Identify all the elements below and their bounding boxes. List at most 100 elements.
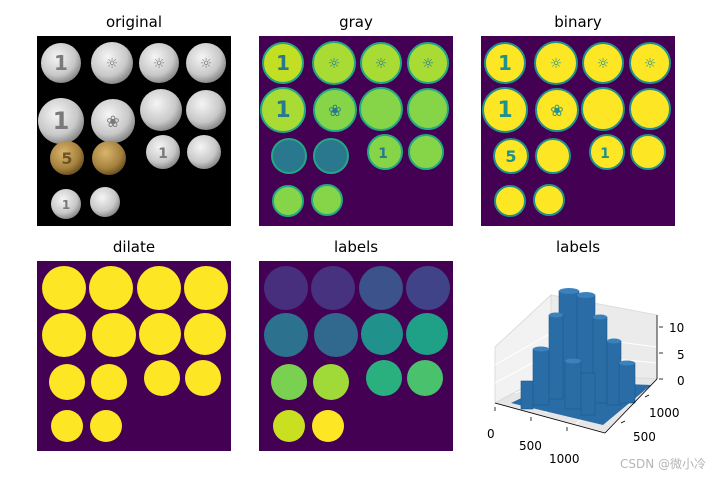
coin [271, 138, 307, 174]
label-blob [273, 410, 305, 442]
svg-text:1: 1 [497, 98, 512, 123]
label-blob [313, 364, 349, 400]
coin [90, 187, 120, 217]
z-tick: 0 [677, 374, 685, 388]
svg-text:☼: ☼ [106, 56, 119, 72]
coin [272, 185, 304, 217]
surface-column [548, 314, 564, 400]
coin [629, 88, 671, 130]
coin [407, 88, 449, 130]
coin [630, 134, 666, 170]
svg-text:☼: ☼ [153, 56, 166, 72]
surface-column [580, 372, 596, 416]
blob [184, 266, 228, 310]
title-labels-3d: labels [555, 238, 601, 256]
z-tick: 10 [669, 321, 685, 335]
coin [367, 134, 403, 170]
label-blob [314, 313, 358, 357]
blob [137, 266, 181, 310]
label-blob [366, 360, 402, 396]
blob [184, 313, 226, 355]
coin [311, 184, 343, 216]
coin [494, 185, 526, 217]
label-blob [271, 364, 307, 400]
coin [313, 138, 349, 174]
blob [144, 360, 180, 396]
svg-text:☼: ☼ [422, 56, 435, 72]
z-tick: 5 [677, 348, 685, 362]
x-tick: 500 [519, 439, 542, 453]
x-tick: 1000 [549, 452, 580, 466]
svg-text:1: 1 [62, 198, 70, 212]
coin [186, 43, 226, 83]
panel-binary: 1 1 5 1 ☼ ☼ ☼ ❀ [481, 36, 675, 226]
svg-text:1: 1 [53, 107, 70, 135]
coin [407, 42, 449, 84]
label-blob [407, 360, 443, 396]
coin [360, 42, 402, 84]
svg-text:☼: ☼ [375, 56, 388, 72]
panel-original: 1 1 5 1 1 ☼ ☼ ☼ ❀ [37, 36, 231, 226]
surface-column [532, 348, 550, 406]
coin [262, 42, 304, 84]
coin [146, 135, 180, 169]
watermark: CSDN @微小冷 [619, 457, 706, 471]
svg-text:1: 1 [498, 51, 512, 75]
label-blob [359, 266, 403, 310]
coins-labels-image [264, 266, 450, 442]
svg-text:5: 5 [61, 149, 72, 168]
coin [312, 41, 356, 85]
label-blob [312, 410, 344, 442]
coin [91, 42, 133, 84]
svg-text:1: 1 [275, 98, 290, 123]
coin [359, 87, 403, 131]
coins-binary-image: 1 1 5 1 ☼ ☼ ☼ ❀ [482, 41, 671, 217]
blob [89, 266, 133, 310]
y-tick: 1000 [649, 406, 680, 420]
title-dilate: dilate [112, 238, 156, 256]
coin [581, 87, 625, 131]
svg-text:❀: ❀ [328, 101, 341, 120]
coin [484, 42, 526, 84]
blob [185, 360, 221, 396]
coin [260, 87, 306, 133]
coin [629, 42, 671, 84]
labels-3d-surface [493, 288, 663, 434]
coin [38, 98, 84, 144]
coin [408, 134, 444, 170]
label-blob [264, 266, 308, 310]
surface-column [520, 380, 534, 410]
coin [51, 189, 81, 219]
coin [50, 141, 84, 175]
coins-original-image: 1 1 5 1 1 ☼ ☼ ☼ ❀ [38, 42, 226, 219]
blob [139, 313, 181, 355]
svg-text:☼: ☼ [644, 56, 657, 72]
svg-text:☼: ☼ [597, 56, 610, 72]
label-blob [311, 266, 355, 310]
svg-text:1: 1 [276, 51, 290, 75]
label-blob [406, 313, 448, 355]
x-tick: 0 [487, 427, 495, 441]
coin [535, 138, 571, 174]
blob [92, 313, 136, 357]
coin [313, 88, 357, 132]
coin [582, 42, 624, 84]
coin [186, 90, 226, 130]
svg-text:1: 1 [158, 146, 168, 162]
blob [91, 364, 127, 400]
panel-labels-3d: 10 5 0 0 500 1000 500 1000 [481, 255, 720, 470]
svg-text:5: 5 [505, 147, 516, 166]
coin [187, 135, 221, 169]
panel-gray: 1 1 1 ☼ ☼ ☼ ❀ [259, 36, 453, 226]
coin [139, 43, 179, 83]
title-labels: labels [333, 238, 379, 256]
coins-gray-image: 1 1 1 ☼ ☼ ☼ ❀ [260, 41, 449, 217]
svg-text:1: 1 [600, 146, 610, 162]
coin [482, 87, 528, 133]
svg-text:☼: ☼ [200, 56, 213, 72]
coin [92, 141, 126, 175]
coin [589, 134, 625, 170]
coin [535, 88, 579, 132]
svg-text:☼: ☼ [328, 56, 341, 72]
coin [534, 41, 578, 85]
